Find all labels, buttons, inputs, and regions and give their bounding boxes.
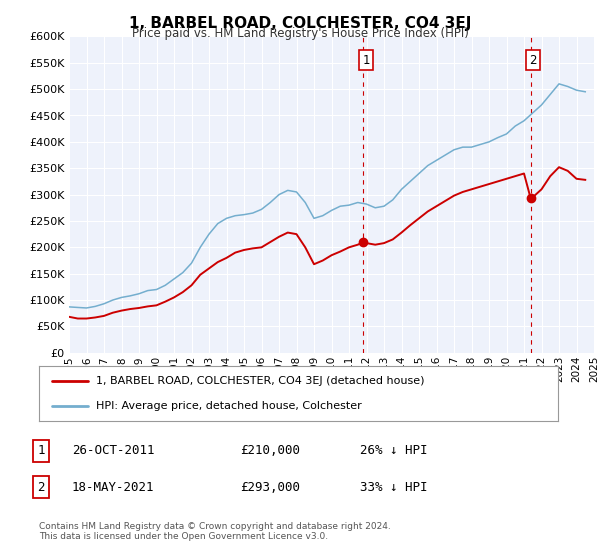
Text: £210,000: £210,000 — [240, 444, 300, 458]
Text: 26-OCT-2011: 26-OCT-2011 — [72, 444, 155, 458]
Text: 26% ↓ HPI: 26% ↓ HPI — [360, 444, 427, 458]
Text: 1, BARBEL ROAD, COLCHESTER, CO4 3EJ: 1, BARBEL ROAD, COLCHESTER, CO4 3EJ — [129, 16, 471, 31]
Text: £293,000: £293,000 — [240, 480, 300, 494]
Text: 1: 1 — [362, 54, 370, 67]
Text: 33% ↓ HPI: 33% ↓ HPI — [360, 480, 427, 494]
Text: 18-MAY-2021: 18-MAY-2021 — [72, 480, 155, 494]
Text: 1, BARBEL ROAD, COLCHESTER, CO4 3EJ (detached house): 1, BARBEL ROAD, COLCHESTER, CO4 3EJ (det… — [96, 376, 425, 386]
Text: 2: 2 — [530, 54, 537, 67]
Text: Contains HM Land Registry data © Crown copyright and database right 2024.
This d: Contains HM Land Registry data © Crown c… — [39, 522, 391, 542]
Text: Price paid vs. HM Land Registry's House Price Index (HPI): Price paid vs. HM Land Registry's House … — [131, 27, 469, 40]
Text: HPI: Average price, detached house, Colchester: HPI: Average price, detached house, Colc… — [96, 402, 362, 411]
Text: 2: 2 — [37, 480, 44, 494]
Text: 1: 1 — [37, 444, 44, 458]
